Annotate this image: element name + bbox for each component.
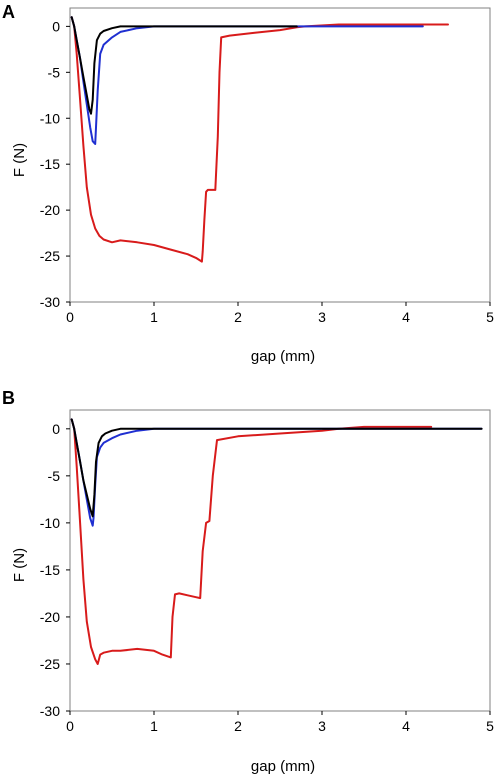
series-line-blue-a [70,16,424,145]
x-tick-label: 1 [150,309,158,325]
y-tick-label: -15 [40,156,60,172]
panel-a-ylabel: F (N) [11,143,28,177]
panel-b-ylabel: F (N) [11,548,28,582]
series-line-blue-b [70,418,483,527]
panel-a-label: A [2,2,15,22]
y-tick-label: -10 [40,515,60,531]
x-tick-label: 4 [402,718,410,734]
panel-b: B F (N) gap (mm) 0 1 2 3 4 5 0 -5 -10 -15 -20 -25 -3… [2,388,494,775]
x-tick-label: 3 [318,718,326,734]
y-tick-label: -30 [40,294,60,310]
y-tick-label: -25 [40,656,60,672]
series-line-red-a [70,16,449,263]
panel-a: A F (N) gap (mm) 0 1 2 3 4 5 0 -5 -10 -15 -20 -25 -3… [2,2,494,365]
y-tick-label: -5 [48,468,61,484]
x-tick-label: 5 [486,309,494,325]
panel-a-xlabel: gap (mm) [251,348,315,365]
x-tick-label: 2 [234,309,242,325]
y-tick-label: -10 [40,110,60,126]
y-tick-label: -20 [40,202,60,218]
x-tick-label: 4 [402,309,410,325]
plot-area-b [69,409,491,712]
plot-area-a [69,7,491,303]
y-tick-label: -25 [40,248,60,264]
x-tick-label: 3 [318,309,326,325]
series-line-black-a [70,16,298,115]
x-tick-label: 0 [66,718,74,734]
x-tick-label: 1 [150,718,158,734]
y-tick-label: 0 [52,421,60,437]
y-tick-label: 0 [52,18,60,34]
y-tick-label: -30 [40,703,60,719]
series-line-black-b [70,418,483,518]
y-tick-label: -15 [40,562,60,578]
x-tick-label: 2 [234,718,242,734]
panel-b-label: B [2,388,15,408]
panel-b-xlabel: gap (mm) [251,758,315,775]
y-tick-label: -5 [48,64,61,80]
y-tick-label: -20 [40,609,60,625]
series-line-red-b [70,418,433,665]
x-tick-label: 0 [66,309,74,325]
x-tick-label: 5 [486,718,494,734]
